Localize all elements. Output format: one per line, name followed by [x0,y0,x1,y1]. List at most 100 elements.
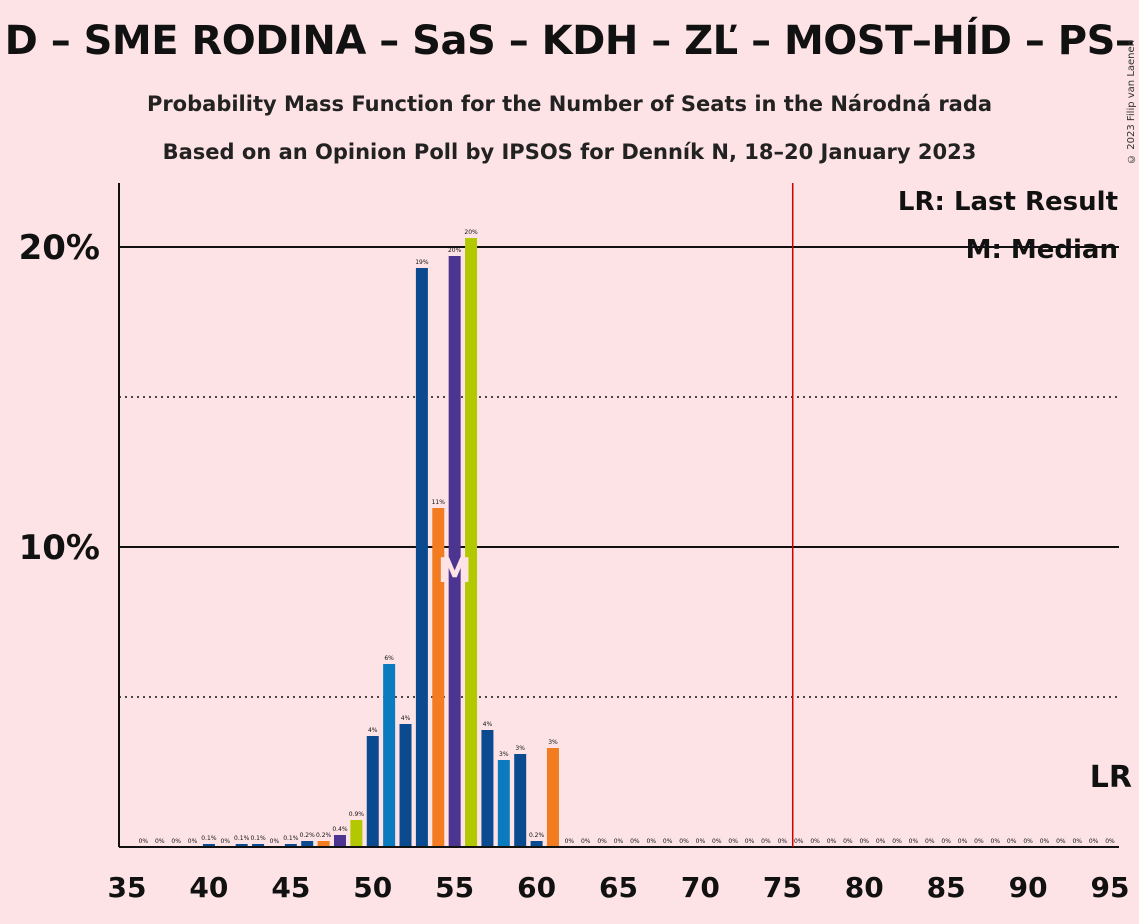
bar-value-label: 0% [171,838,181,845]
bar [317,841,330,847]
bars-layer [202,238,559,847]
bar-value-label: 0% [859,838,869,845]
bar-value-label: 6% [384,655,394,662]
y-tick-label: 20% [19,228,100,268]
bar-value-label: 4% [368,727,378,734]
bar-labels-layer: 0% 0% 0% 0% 0.1% 0% 0.1% 0.1% 0% 0.1% 0.2% 0.2%0.4%… [139,229,1115,845]
bar-value-label: 4% [483,721,493,728]
bar-value-label: 0% [761,838,771,845]
bar [481,730,494,847]
bar-value-label: 0% [630,838,640,845]
bar-value-label: 0% [876,838,886,845]
x-tick-label: 50 [353,871,392,904]
bar-value-label: 0% [728,838,738,845]
bar-value-label: 0% [597,838,607,845]
bar-value-label: 0.1% [283,835,299,842]
median-marker: M [438,551,472,591]
bar [497,760,510,847]
bar-value-label: 11% [432,499,446,506]
bar-value-label: 0.1% [201,835,217,842]
bar-value-label: 0% [958,838,968,845]
chart-title: D – SME RODINA – SaS – KDH – ZĽ – MOST–H… [4,18,1135,64]
bar-value-label: 0% [188,838,198,845]
bar-value-label: 0% [1105,838,1115,845]
bar-value-label: 0% [941,838,951,845]
bar-value-label: 0.1% [234,835,250,842]
legend-last-result: LR: Last Result [898,187,1118,217]
last-result-label: LR [1090,760,1132,795]
x-tick-label: 90 [1009,871,1048,904]
x-tick-label: 95 [1091,871,1130,904]
bar [350,820,363,847]
bar-value-label: 0% [991,838,1001,845]
bar-value-label: 0.1% [250,835,266,842]
bar-value-label: 0% [827,838,837,845]
bar [448,256,461,847]
x-tick-label: 65 [599,871,638,904]
bar [546,748,559,847]
bar [399,724,412,847]
x-tick-label: 85 [927,871,966,904]
bar-value-label: 0% [581,838,591,845]
bar-value-label: 0% [679,838,689,845]
bar [366,736,379,847]
bar-value-label: 0% [1040,838,1050,845]
bar-value-label: 0% [1007,838,1017,845]
bar-value-label: 0% [712,838,722,845]
bar-value-label: 0% [565,838,575,845]
chart-subtitle: Probability Mass Function for the Number… [146,92,993,116]
bar [333,835,346,847]
bar-value-label: 0% [1023,838,1033,845]
bar-value-label: 0.2% [300,832,316,839]
bar-value-label: 0% [892,838,902,845]
bar [514,754,527,847]
x-tick-label: 70 [681,871,720,904]
bar-value-label: 0% [843,838,853,845]
bar-value-label: 19% [415,259,429,266]
bar-value-label: 0% [614,838,624,845]
bar-value-label: 0% [974,838,984,845]
bar-value-label: 0% [221,838,231,845]
bar-value-label: 0% [139,838,149,845]
bar-value-label: 0% [925,838,935,845]
bar-value-label: 3% [548,739,558,746]
bar [415,268,428,847]
bar [252,844,265,847]
x-tick-label: 40 [189,871,228,904]
bar-value-label: 0.4% [332,826,348,833]
bar-value-label: 0% [810,838,820,845]
bar-value-label: 0.2% [316,832,332,839]
bar-value-label: 0.2% [529,832,545,839]
bar-value-label: 0% [909,838,919,845]
axes-layer: 35 40 45 50 55 60 65 70 75 80 85 90 95 [108,183,1130,904]
x-tick-label: 55 [435,871,474,904]
bar [284,844,297,847]
bar-value-label: 20% [448,247,462,254]
bar-value-label: 0% [1056,838,1066,845]
bar-value-label: 0% [778,838,788,845]
bar-value-label: 0% [647,838,657,845]
x-tick-label: 60 [517,871,556,904]
bar-value-label: 0% [270,838,280,845]
bar-value-label: 20% [464,229,478,236]
x-tick-label: 80 [845,871,884,904]
bar [432,508,445,847]
y-tick-label: 10% [19,528,100,568]
bar [235,844,248,847]
bar-value-label: 0% [1089,838,1099,845]
bar-value-label: 0% [745,838,755,845]
bar-value-label: 4% [401,715,411,722]
bar [530,841,543,847]
bar-value-label: 0% [1072,838,1082,845]
bar-value-label: 3% [515,745,525,752]
bar-value-label: 0.9% [349,811,365,818]
legend-median: M: Median [966,235,1118,265]
chart-source: Based on an Opinion Poll by IPSOS for De… [162,140,977,164]
bar-value-label: 0% [696,838,706,845]
grid-layer: 10% 20% [19,228,1119,698]
x-tick-label: 45 [271,871,310,904]
bar-value-label: 0% [794,838,804,845]
x-tick-label: 35 [108,871,147,904]
bar [465,238,478,847]
bar-value-label: 3% [499,751,509,758]
